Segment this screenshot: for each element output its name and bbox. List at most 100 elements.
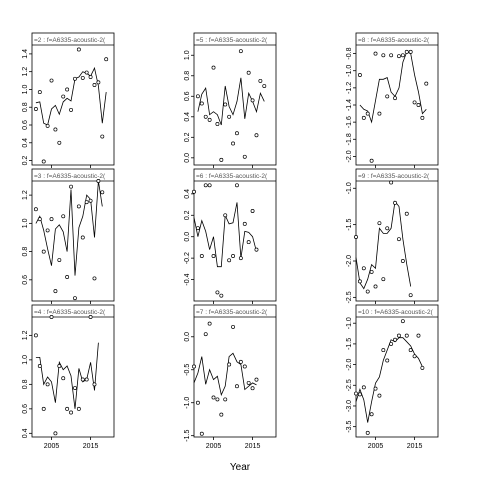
data-point <box>400 53 405 58</box>
series-line <box>355 200 412 290</box>
data-point <box>41 406 46 411</box>
y-tick-label: 0.0 <box>184 332 191 342</box>
data-point <box>389 180 394 185</box>
y-tick-label: -1.2 <box>346 82 353 94</box>
y-tick-label: 0.6 <box>22 275 29 285</box>
data-point <box>57 258 62 263</box>
data-point <box>250 98 255 103</box>
data-point <box>361 115 366 120</box>
strip-label: =8 : f=A6335-acoustic-2( <box>358 37 430 44</box>
data-point <box>254 377 259 382</box>
data-point <box>215 397 220 402</box>
x-tick-label: 2005 <box>44 443 60 450</box>
data-point <box>195 400 200 405</box>
series-line <box>355 337 423 423</box>
y-tick-label: 0.4 <box>184 189 191 199</box>
panel-frame <box>31 32 115 166</box>
y-tick-label: 0.6 <box>184 91 191 101</box>
data-point <box>361 385 366 390</box>
data-point <box>84 70 89 75</box>
data-point <box>424 81 429 86</box>
data-point <box>76 406 81 411</box>
data-point <box>69 410 73 415</box>
data-point <box>369 269 374 274</box>
strip-label: =6 : f=A6335-acoustic-2( <box>196 173 268 180</box>
panel-1: =2 : f=A6335-acoustic-2(0.2 0.4 0.6 0.8 1.0 1… <box>22 32 115 168</box>
x-tick-label: 2005 <box>206 443 222 450</box>
y-tick-label: 1.0 <box>22 218 29 228</box>
data-point <box>219 412 224 417</box>
data-point <box>377 221 382 226</box>
data-point <box>393 96 397 101</box>
panel-7: =4 : f=A6335-acoustic-2(0.4 0.6 0.8 1.0 1.2 2… <box>22 304 115 450</box>
y-tick-label: -2.5 <box>346 379 353 391</box>
data-point <box>404 49 409 54</box>
data-point <box>84 200 89 205</box>
data-point <box>203 332 208 337</box>
y-tick-label: 0.8 <box>22 102 29 112</box>
data-point <box>227 258 232 263</box>
panel-frame <box>31 304 115 438</box>
panel-frame <box>193 168 277 302</box>
strip-label: =4 : f=A6335-acoustic-2( <box>34 309 106 316</box>
data-point <box>57 140 62 145</box>
y-tick-label: 1.4 <box>22 49 29 59</box>
data-point <box>400 319 405 324</box>
data-point <box>45 228 50 233</box>
data-point <box>381 53 386 58</box>
data-point <box>416 103 421 107</box>
data-point <box>408 293 413 298</box>
data-point <box>92 83 97 87</box>
data-point <box>33 107 38 111</box>
data-point <box>45 123 50 128</box>
data-point <box>246 240 251 245</box>
data-point <box>369 412 374 417</box>
panel-frame <box>193 32 277 166</box>
data-point <box>246 380 251 385</box>
data-point <box>61 214 66 219</box>
data-point <box>53 127 58 132</box>
data-point <box>242 364 247 369</box>
y-tick-label: 0.2 <box>22 156 29 166</box>
data-point <box>373 386 378 391</box>
x-tick-label: 2005 <box>368 443 384 450</box>
data-point <box>365 111 370 116</box>
y-tick-label: -1.5 <box>346 338 353 350</box>
data-point <box>223 397 228 402</box>
data-point <box>96 179 101 183</box>
panel-9: =10 : f=A6335-acoustic-2(-3.5 -3.0 -2.5 -2.… <box>346 304 439 450</box>
y-tick-label: 1.2 <box>22 330 29 340</box>
data-point <box>381 277 386 282</box>
data-point <box>389 53 394 58</box>
y-tick-label: 0.6 <box>22 404 29 414</box>
panel-3: =8 : f=A6335-acoustic-2(-2.0 -1.8 -1.6 -1.4… <box>346 32 439 168</box>
y-tick-label: 1.0 <box>184 50 191 60</box>
data-point <box>65 87 70 92</box>
data-point <box>211 395 216 400</box>
data-point <box>92 276 97 281</box>
data-point <box>250 386 255 391</box>
strip-label: =9 : f=A6335-acoustic-2( <box>358 173 430 180</box>
panel-6: =9 : f=A6335-acoustic-2(-2.5 -2.0 -1.5 -1.0 <box>346 168 439 304</box>
data-point <box>381 348 386 353</box>
data-point <box>231 254 235 258</box>
data-point <box>385 358 390 363</box>
data-point <box>235 183 239 188</box>
panel-frame <box>355 304 439 438</box>
y-tick-label: -1.8 <box>346 133 353 145</box>
data-point <box>100 134 105 139</box>
data-point <box>238 49 243 54</box>
data-point <box>357 392 362 397</box>
y-tick-label: -1.5 <box>346 218 353 230</box>
strip-label: =3 : f=A6335-acoustic-2( <box>34 173 106 180</box>
data-point <box>37 217 42 222</box>
strip-label: =2 : f=A6335-acoustic-2( <box>34 37 106 44</box>
data-point <box>235 131 239 136</box>
series-line <box>35 342 99 409</box>
strip-label: =5 : f=A6335-acoustic-2( <box>196 37 268 44</box>
data-point <box>199 254 204 258</box>
data-point <box>65 406 70 411</box>
data-point <box>420 365 425 370</box>
data-point <box>377 111 382 116</box>
data-point <box>393 200 397 205</box>
